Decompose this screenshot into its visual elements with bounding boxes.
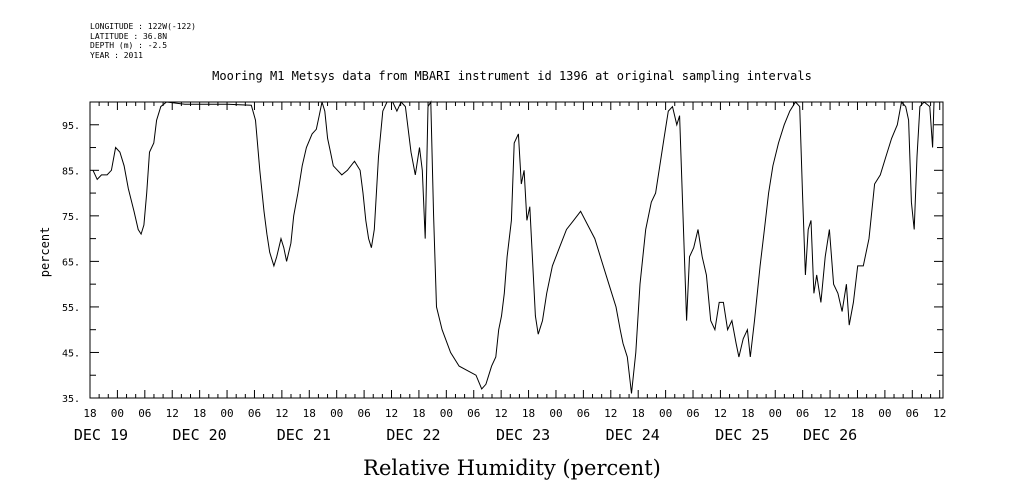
x-hour-label: 18: [83, 407, 96, 420]
x-hour-label: 12: [275, 407, 288, 420]
x-hour-label: 06: [248, 407, 261, 420]
x-hour-label: 06: [138, 407, 151, 420]
x-day-label: DEC 19: [74, 426, 128, 444]
x-hour-label: 00: [659, 407, 672, 420]
series-line: [92, 100, 935, 394]
x-hour-label: 06: [577, 407, 590, 420]
x-day-label: DEC 25: [715, 426, 769, 444]
x-hour-label: 00: [769, 407, 782, 420]
x-hour-label: 12: [495, 407, 508, 420]
x-hour-label: 18: [193, 407, 206, 420]
x-day-label: DEC 26: [803, 426, 857, 444]
depth-label: DEPTH (m) : -2.5: [90, 41, 168, 50]
x-hour-label: 12: [166, 407, 179, 420]
x-hour-label: 18: [412, 407, 425, 420]
x-hour-label: 06: [906, 407, 919, 420]
x-hour-label: 00: [111, 407, 124, 420]
x-hour-label: 00: [220, 407, 233, 420]
x-day-label: DEC 20: [173, 426, 227, 444]
y-tick-label: 45.: [62, 348, 80, 359]
y-tick-label: 55.: [62, 303, 80, 314]
x-hour-label: 06: [357, 407, 370, 420]
y-tick-label: 95.: [62, 121, 80, 132]
year-label: YEAR : 2011: [90, 50, 143, 60]
x-hour-label: 06: [796, 407, 809, 420]
y-tick-label: 65.: [62, 257, 80, 268]
x-hour-label: 18: [522, 407, 535, 420]
x-hour-label: 18: [851, 407, 864, 420]
x-hour-label: 06: [467, 407, 480, 420]
x-hour-label: 12: [933, 407, 946, 420]
y-axis-label: percent: [38, 227, 52, 278]
x-axis-label: Relative Humidity (percent): [363, 456, 661, 480]
x-day-label: DEC 23: [496, 426, 550, 444]
x-hour-label: 00: [440, 407, 453, 420]
latitude-label: LATITUDE : 36.8N: [90, 31, 168, 41]
x-hour-label: 00: [878, 407, 891, 420]
metadata-block: LONGITUDE : 122W(-122) LATITUDE : 36.8N …: [90, 22, 196, 60]
x-hour-label: 12: [714, 407, 727, 420]
x-hour-label: 12: [604, 407, 617, 420]
x-hour-label: 00: [549, 407, 562, 420]
y-tick-label: 75.: [62, 212, 80, 223]
chart-title: Mooring M1 Metsys data from MBARI instru…: [212, 69, 812, 83]
plot-frame: [89, 101, 944, 399]
x-hour-label: 18: [632, 407, 645, 420]
x-hour-label: 06: [686, 407, 699, 420]
x-hour-label: 12: [385, 407, 398, 420]
x-hour-label: 12: [823, 407, 836, 420]
x-hour-label: 18: [303, 407, 316, 420]
longitude-label: LONGITUDE : 122W(-122): [90, 22, 196, 31]
y-tick-label: 35.: [62, 394, 80, 405]
y-tick-label: 85.: [62, 166, 80, 177]
axes-group: 35. 45. 55. 65. 75. 85. 95. 18 00 06 12 18 00 06 12 18 0…: [62, 101, 946, 444]
x-day-label: DEC 22: [386, 426, 440, 444]
x-day-label: DEC 21: [277, 426, 331, 444]
x-day-label: DEC 24: [606, 426, 660, 444]
x-hour-label: 18: [741, 407, 754, 420]
x-hour-label: 00: [330, 407, 343, 420]
